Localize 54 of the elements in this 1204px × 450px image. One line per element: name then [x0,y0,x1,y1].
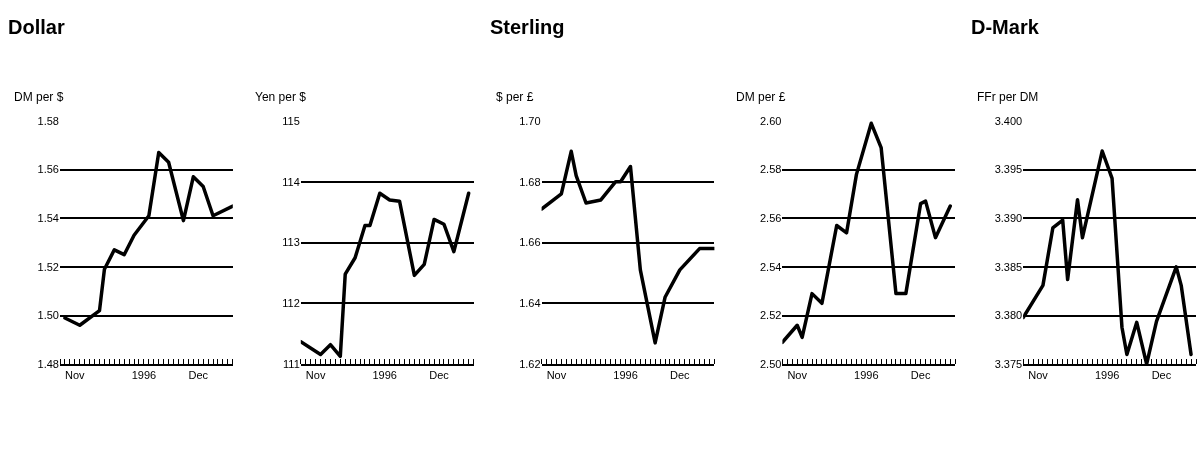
x-tick-label: Dec [188,369,209,382]
y-tick-label: 112 [282,297,300,310]
y-tick-label: 2.54 [759,260,782,273]
y-tick-label: 1.52 [37,260,59,273]
y-tick-label: 111 [283,358,300,371]
y-tick-label: 3.400 [994,114,1023,127]
x-tick-label: Dec [429,369,450,382]
x-tick-label: 1996 [1094,369,1120,382]
x-tick-label: Nov [1028,369,1049,382]
line-series [63,150,233,327]
x-tick-label: Nov [787,369,808,382]
chart-title: Dollar [8,16,65,38]
y-tick-label: 3.390 [994,212,1023,225]
y-tick-label: 1.58 [37,114,59,127]
x-tick-label: 1996 [372,369,397,382]
y-tick-label: 114 [282,175,300,188]
x-tick-label: Nov [65,369,86,382]
x-tick-label: Dec [910,369,931,382]
y-axis-title: FFr per DM [977,90,1039,104]
x-tick-label: Dec [670,369,691,382]
x-tick-label: Nov [546,369,567,382]
y-tick-label: 2.50 [759,358,782,371]
y-tick-label: 1.54 [37,212,59,225]
chart-title: Sterling [490,16,565,38]
x-tick-label: 1996 [131,369,157,382]
y-tick-label: 3.395 [994,163,1023,176]
y-tick-label: 3.375 [994,358,1023,371]
y-tick-label: 1.68 [519,175,541,188]
x-tick-label: 1996 [854,369,879,382]
x-tick-label: Dec [1151,369,1172,382]
y-tick-label: 2.52 [759,309,782,322]
y-tick-label: 3.385 [994,260,1023,273]
y-axis-title: $ per £ [496,90,534,104]
line-series [782,121,953,345]
y-axis-title: Yen per $ [255,90,307,104]
y-axis-title: DM per $ [14,90,64,104]
y-tick-label: 3.380 [994,309,1023,322]
y-tick-label: 1.64 [519,297,541,310]
y-tick-label: 1.62 [519,358,541,371]
x-tick-label: 1996 [613,369,638,382]
y-tick-label: 1.70 [519,114,541,127]
y-tick-label: 2.60 [759,114,782,127]
y-tick-label: 2.58 [759,163,782,176]
x-tick-label: Nov [305,369,326,382]
y-tick-label: 2.56 [759,212,782,225]
line-series [541,149,715,345]
y-tick-label: 1.56 [37,163,59,176]
chart-title: D-Mark [971,16,1040,38]
y-tick-label: 115 [282,114,300,127]
y-tick-label: 1.50 [37,309,59,322]
y-axis-title: DM per £ [736,90,786,104]
y-tick-label: 1.66 [519,236,541,249]
y-tick-label: 1.48 [37,358,59,371]
y-tick-label: 113 [282,236,300,249]
